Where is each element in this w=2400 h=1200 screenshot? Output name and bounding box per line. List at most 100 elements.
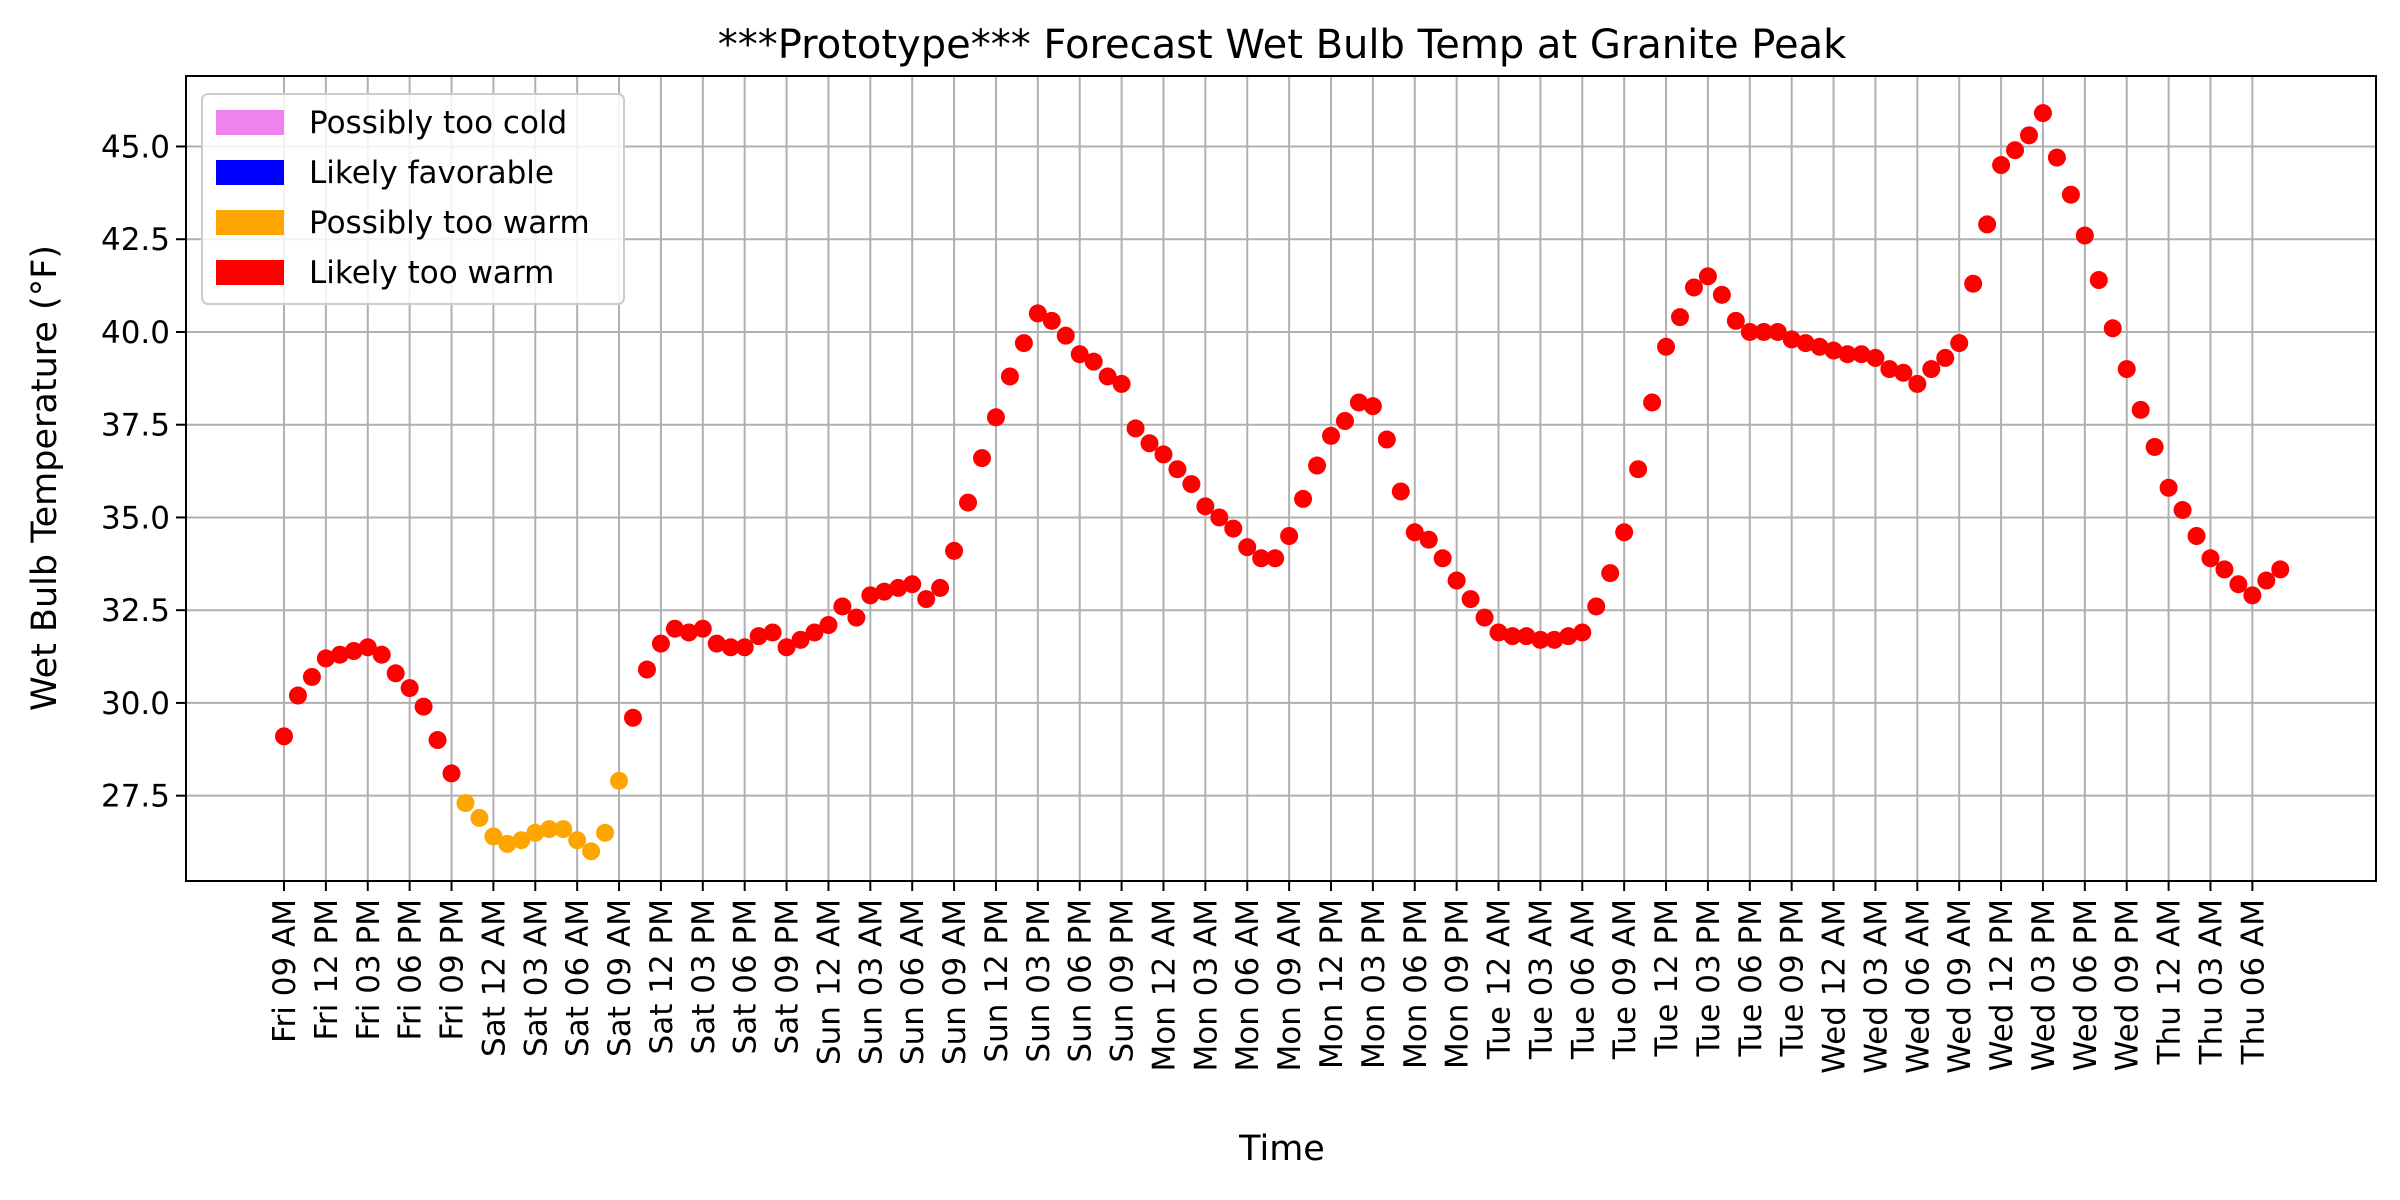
legend-swatch-likely-too-warm: [216, 260, 284, 285]
data-point: [456, 794, 475, 813]
data-point: [1405, 523, 1424, 542]
data-point: [1643, 393, 1662, 412]
data-point: [1391, 482, 1410, 501]
legend-label-likely-too-warm: Likely too warm: [309, 255, 554, 291]
data-point: [554, 820, 573, 839]
data-point: [791, 630, 810, 649]
data-point: [651, 634, 670, 653]
data-points: [275, 104, 2290, 861]
x-tick-label: Fri 03 PM: [351, 899, 387, 1041]
x-tick-label: Mon 09 PM: [1440, 899, 1476, 1069]
data-point: [1754, 322, 1773, 341]
x-tick-label: Thu 03 AM: [2193, 899, 2229, 1065]
data-point: [917, 590, 936, 609]
x-tick-label: Tue 03 AM: [1523, 899, 1559, 1060]
data-point: [1000, 367, 1019, 386]
data-point: [693, 619, 712, 638]
y-tick-label: 32.5: [101, 593, 170, 629]
data-point: [945, 541, 964, 560]
x-tick-label: Sat 03 AM: [518, 899, 554, 1057]
x-tick-label: Fri 09 AM: [267, 899, 303, 1043]
legend-box: [201, 93, 625, 305]
data-point: [2075, 226, 2094, 245]
data-point: [610, 771, 629, 790]
data-point: [1922, 360, 1941, 379]
data-point: [1531, 630, 1550, 649]
x-tick-label: Fri 09 PM: [435, 899, 471, 1041]
data-point: [2187, 527, 2206, 545]
data-point: [1377, 430, 1396, 449]
data-point: [2215, 560, 2234, 579]
x-tick-label: Wed 09 PM: [2110, 899, 2146, 1071]
x-tick-label: Tue 09 PM: [1775, 899, 1811, 1058]
x-tick-label: Wed 03 AM: [1858, 899, 1894, 1074]
chart-title: ***Prototype*** Forecast Wet Bulb Temp a…: [718, 22, 1847, 68]
data-point: [1908, 374, 1927, 393]
data-point: [2243, 586, 2262, 605]
data-point: [275, 727, 293, 746]
y-axis-label: Wet Bulb Temperature (°F): [25, 245, 65, 711]
x-tick-label: Mon 12 AM: [1146, 899, 1182, 1071]
x-tick-label: Mon 06 PM: [1398, 899, 1434, 1069]
data-point: [1782, 330, 1801, 349]
data-point: [1112, 374, 1131, 393]
data-point: [889, 578, 908, 597]
data-point: [1098, 367, 1117, 386]
x-tick-label: Wed 12 PM: [1984, 899, 2020, 1071]
legend-label-possibly-too-warm: Possibly too warm: [309, 205, 590, 241]
x-tick-label: Sat 06 PM: [728, 899, 764, 1054]
data-point: [330, 645, 349, 664]
data-point: [512, 831, 531, 850]
x-tick-label: Tue 12 PM: [1649, 899, 1685, 1058]
x-tick-label: Sun 06 AM: [895, 899, 931, 1065]
data-point: [721, 638, 740, 657]
x-tick-label: Wed 12 AM: [1817, 899, 1853, 1074]
x-tick-label: Sun 12 PM: [979, 899, 1015, 1063]
data-point: [1712, 285, 1731, 304]
data-point: [386, 664, 405, 683]
data-point: [624, 708, 642, 727]
data-point: [1196, 497, 1215, 516]
data-point: [1852, 345, 1871, 364]
data-point: [931, 578, 950, 597]
x-tick-label: Sat 09 AM: [602, 899, 638, 1057]
data-point: [1210, 508, 1229, 527]
data-point: [1168, 460, 1187, 479]
x-tick-label: Mon 03 PM: [1356, 899, 1392, 1069]
plot-frame: [185, 75, 2377, 882]
data-point: [2173, 501, 2192, 520]
x-tick-label: Tue 03 PM: [1691, 899, 1727, 1058]
data-point: [400, 679, 419, 698]
data-point: [973, 449, 991, 468]
y-tick-label: 35.0: [101, 500, 170, 536]
data-point: [1573, 623, 1592, 642]
data-point: [707, 634, 726, 653]
data-point: [1280, 527, 1299, 545]
x-axis-label: Time: [1238, 1129, 1325, 1169]
data-point: [1056, 326, 1075, 345]
x-tick-label: Wed 06 AM: [1900, 899, 1936, 1074]
x-tick-label: Tue 09 AM: [1607, 899, 1643, 1060]
data-point: [1042, 311, 1061, 330]
data-point: [1503, 627, 1522, 646]
x-tick-label: Wed 09 AM: [1942, 899, 1978, 1074]
x-tick-label: Sat 12 AM: [476, 899, 512, 1057]
data-point: [1252, 549, 1271, 568]
x-tick-label: Sun 03 AM: [853, 899, 889, 1065]
data-point: [875, 582, 894, 601]
data-point: [1335, 412, 1354, 430]
legend-swatch-possibly-too-cold: [216, 110, 284, 135]
data-point: [959, 493, 978, 512]
x-tick-label: Fri 12 PM: [309, 899, 345, 1041]
y-tick-label: 30.0: [101, 686, 170, 722]
data-point: [2271, 560, 2290, 579]
data-point: [2229, 575, 2248, 594]
data-point: [1489, 623, 1508, 642]
data-point: [1140, 434, 1159, 453]
x-tick-label: Sun 03 PM: [1021, 899, 1057, 1063]
data-point: [568, 831, 587, 850]
data-point: [1978, 215, 1997, 234]
x-tick-label: Tue 06 AM: [1565, 899, 1601, 1060]
data-point: [1224, 519, 1243, 538]
